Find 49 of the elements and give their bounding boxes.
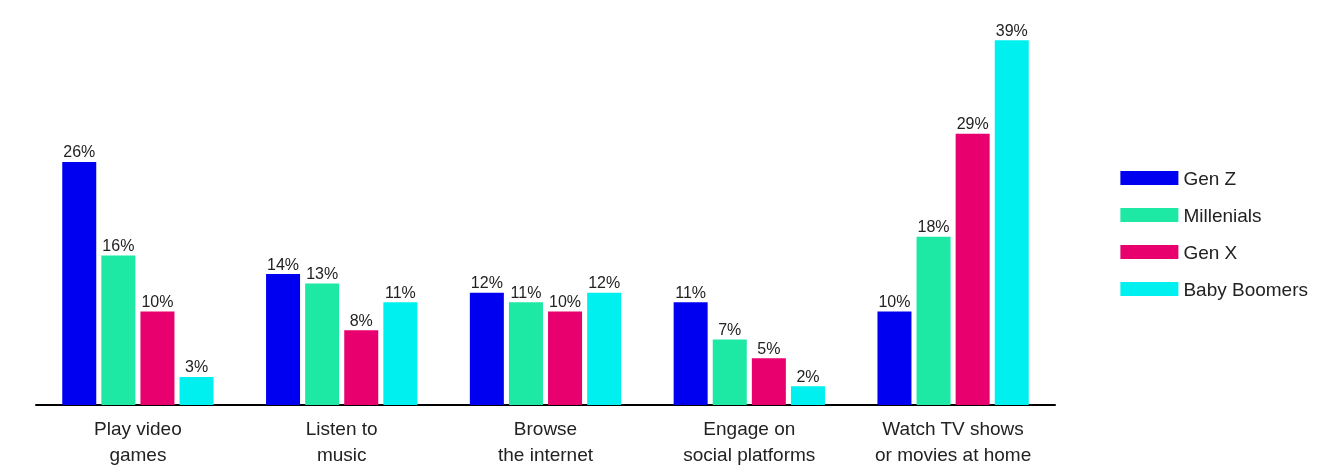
data-label: 12% [588, 274, 621, 292]
bar [305, 283, 340, 405]
bar [712, 339, 747, 405]
data-label: 29% [956, 115, 989, 133]
data-label: 10% [549, 293, 582, 310]
bar [955, 133, 990, 405]
bar [140, 311, 175, 405]
x-tick-label: Watch TV shows or movies at home [874, 417, 1032, 465]
bar [994, 40, 1029, 405]
data-label: 5% [757, 339, 781, 357]
data-label: 3% [184, 358, 209, 376]
bar [266, 274, 301, 405]
data-label: 39% [995, 21, 1028, 39]
data-label: 18% [917, 218, 950, 236]
bar [179, 376, 214, 405]
legend-label: Gen X [1183, 241, 1238, 263]
bar [508, 302, 543, 405]
x-tick-label: Play video games [94, 417, 182, 465]
legend-label: Baby Boomers [1183, 278, 1309, 300]
bar [548, 311, 583, 405]
data-label: 10% [878, 293, 911, 310]
bar [751, 358, 786, 405]
bar [877, 311, 912, 405]
bar [101, 255, 136, 405]
bar [790, 386, 825, 405]
bar [469, 292, 504, 405]
data-label: 26% [63, 143, 96, 161]
data-label: 8% [349, 311, 373, 329]
x-tick-label: Listen to music [305, 417, 378, 465]
bar [344, 330, 379, 405]
data-label: 11% [675, 283, 707, 301]
bar [673, 302, 708, 405]
data-label: 11% [510, 283, 542, 301]
data-label: 14% [267, 255, 300, 273]
data-label: 10% [141, 293, 174, 310]
data-label: 2% [796, 367, 820, 385]
data-label: 11% [384, 283, 416, 301]
legend-label: Millenials [1183, 204, 1262, 226]
bar [383, 302, 418, 405]
data-label: 16% [102, 236, 135, 254]
data-label: 7% [718, 321, 742, 339]
legend-label: Gen Z [1183, 167, 1237, 189]
data-label: 12% [470, 274, 503, 292]
bar [916, 236, 951, 405]
bar [587, 292, 622, 405]
bar [62, 161, 97, 405]
data-label: 13% [306, 264, 339, 282]
x-tick-label: Engage on social platforms [683, 417, 816, 465]
x-tick-label: Browse the internet [497, 417, 594, 465]
